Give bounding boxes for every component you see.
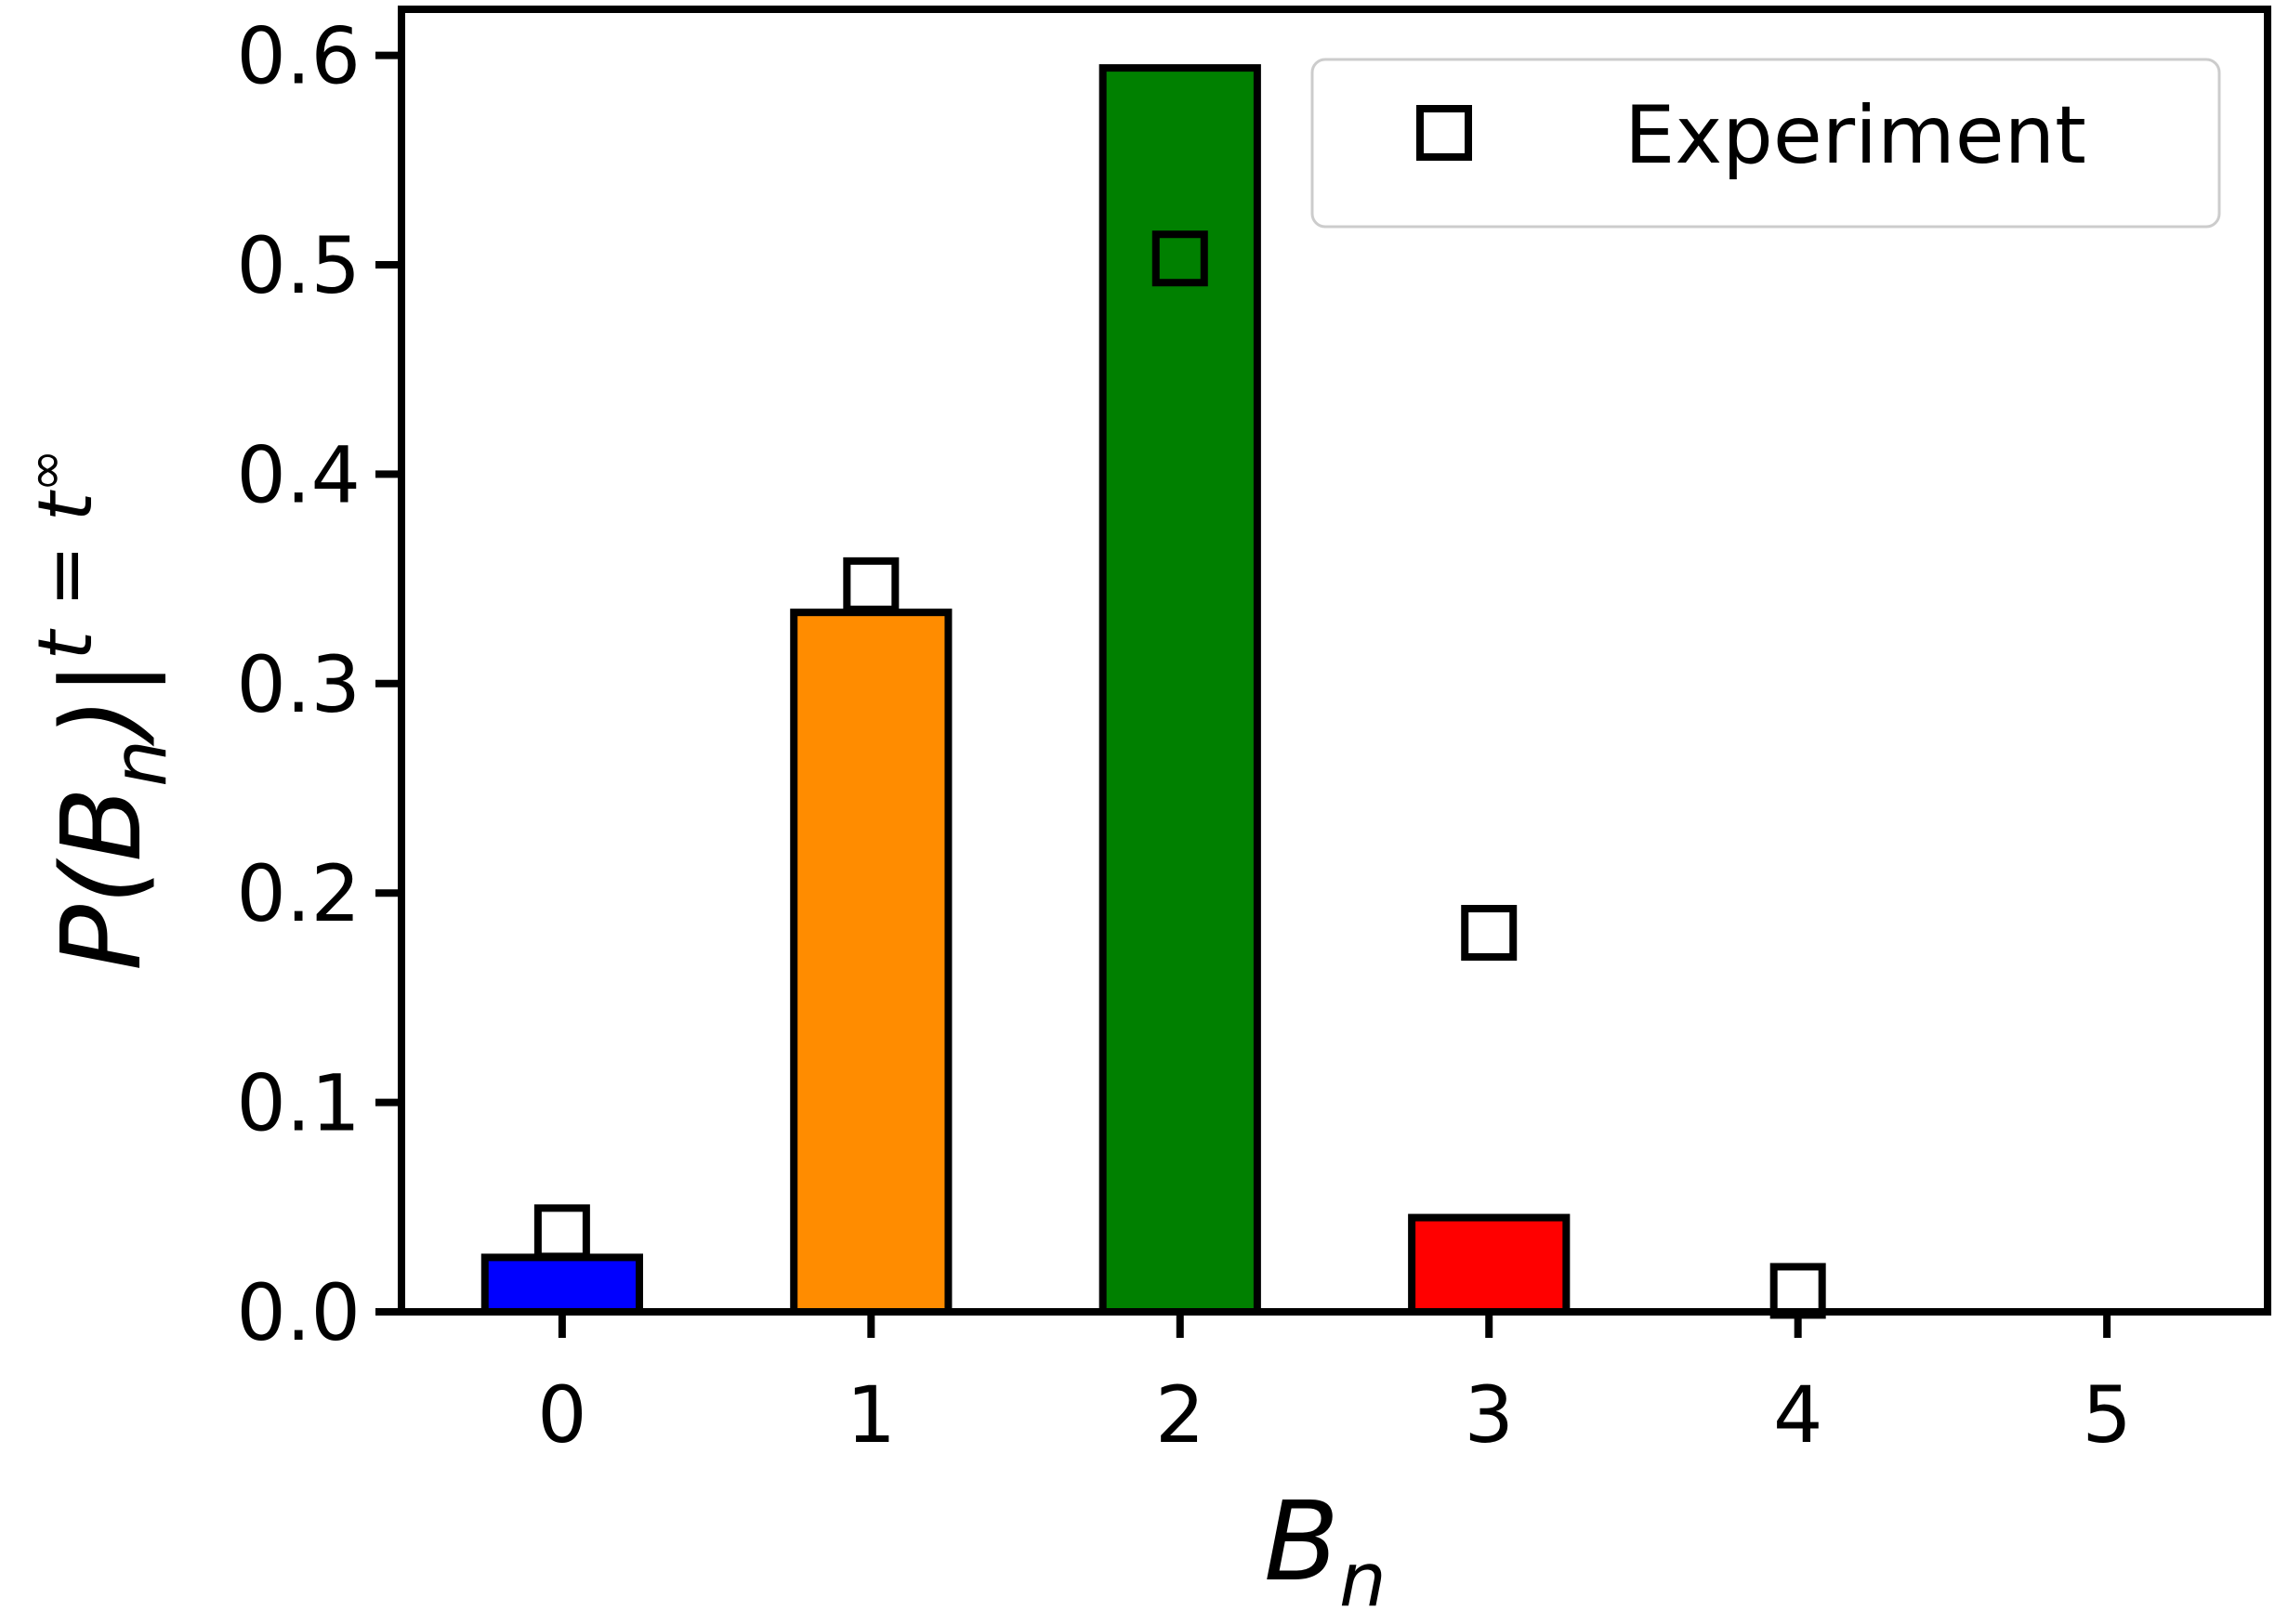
x-tick-label-5: 5 (2082, 1369, 2131, 1460)
y-tick-label-0.0: 0.0 (236, 1267, 361, 1358)
y-axis-label: P(Bn)|t = t∞ (16, 449, 183, 971)
legend-marker-experiment (1416, 105, 1472, 161)
bars-layer (480, 64, 1571, 1316)
y-tick-label-0.1: 0.1 (236, 1058, 361, 1149)
legend-label-experiment: Experiment (1624, 89, 2086, 182)
x-tick-label-0: 0 (537, 1369, 586, 1460)
legend: Experiment (1310, 58, 2221, 229)
y-tick-label-0.5: 0.5 (236, 220, 361, 311)
markers-layer (533, 230, 1826, 1319)
legend-frame (1310, 58, 2221, 229)
bar-1 (790, 609, 953, 1316)
experiment-point-2 (1151, 230, 1208, 287)
x-axis-label: Bn (1264, 1477, 1387, 1623)
experiment-point-0 (533, 1204, 590, 1261)
x-tick-label-2: 2 (1155, 1369, 1204, 1460)
bar-3 (1408, 1213, 1571, 1316)
x-tick-label-1: 1 (847, 1369, 896, 1460)
axes-layer: 0.0 0.1 0.2 0.3 0.4 0.5 0.6 0 1 2 3 4 5 (236, 6, 2271, 1460)
experiment-point-1 (843, 557, 900, 613)
y-tick-label-0.2: 0.2 (236, 848, 361, 939)
experiment-point-3 (1461, 905, 1518, 962)
bar-0 (480, 1253, 643, 1316)
x-tick-label-3: 3 (1464, 1369, 1513, 1460)
plot-frame (398, 6, 2271, 1316)
bar-2 (1098, 64, 1261, 1316)
y-tick-label-0.6: 0.6 (236, 11, 361, 102)
y-tick-label-0.4: 0.4 (236, 429, 361, 520)
experiment-point-4 (1769, 1263, 1826, 1319)
y-tick-label-0.3: 0.3 (236, 639, 361, 730)
x-tick-label-4: 4 (1773, 1369, 1822, 1460)
